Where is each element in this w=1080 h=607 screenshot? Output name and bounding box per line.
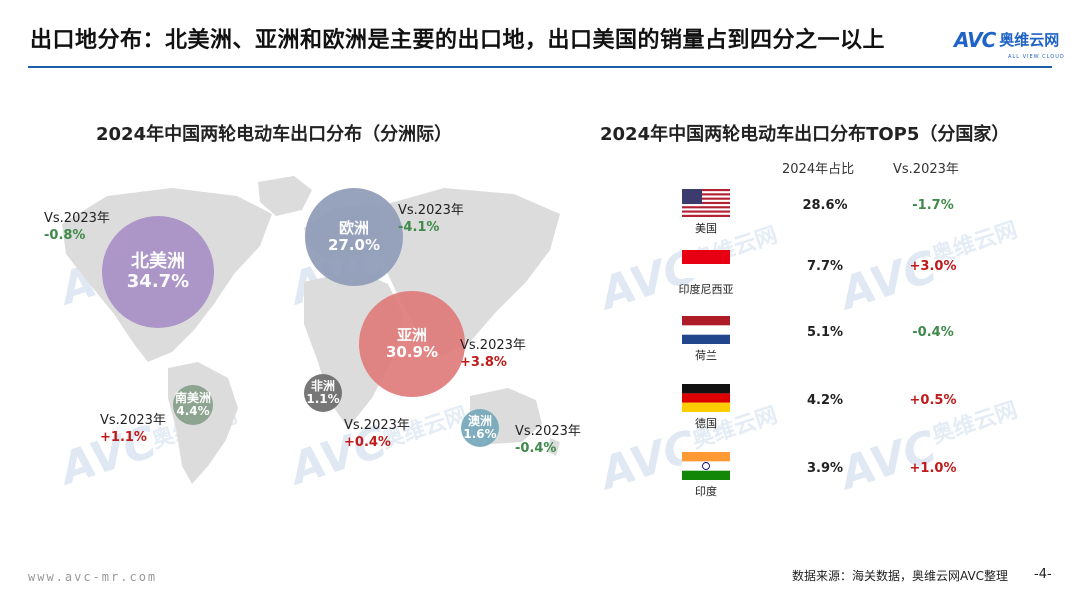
vs-annotation-asia: Vs.2023年 +3.8% bbox=[460, 337, 526, 371]
map-chart-title: 2024年中国两轮电动车出口分布（分洲际） bbox=[96, 124, 453, 145]
germany-flag-icon bbox=[682, 384, 730, 412]
vs-annotation-south-america: Vs.2023年 +1.1% bbox=[100, 412, 166, 446]
bubble-south-america: 南美洲 4.4% bbox=[173, 385, 213, 425]
country-name: 德国 bbox=[695, 417, 717, 430]
col-head-share: 2024年占比 bbox=[782, 162, 855, 177]
netherlands-flag-icon bbox=[682, 316, 730, 344]
bubble-north-america: 北美洲 34.7% bbox=[102, 216, 214, 328]
vs-delta: -0.8% bbox=[44, 228, 86, 243]
india-flag-icon bbox=[682, 452, 730, 480]
bubble-region-name: 非洲 bbox=[310, 378, 335, 393]
avc-logo: AVC 奥维云网 ALL VIEW CLOUD bbox=[954, 28, 1064, 60]
bubble-region-name: 北美洲 bbox=[130, 251, 185, 273]
vs-delta: -4.1% bbox=[398, 220, 440, 235]
vs-annotation-oceania: Vs.2023年 -0.4% bbox=[515, 423, 581, 457]
vs-label: Vs.2023年 bbox=[460, 338, 526, 353]
bubble-region-name: 亚洲 bbox=[396, 326, 427, 345]
country-share: 3.9% bbox=[806, 461, 844, 476]
logo-cn-text: 奥维云网 bbox=[999, 31, 1060, 49]
vs-annotation-europe: Vs.2023年 -4.1% bbox=[398, 202, 464, 236]
usa-flag-icon bbox=[682, 189, 730, 217]
vs-label: Vs.2023年 bbox=[44, 211, 110, 226]
vs-delta: +0.4% bbox=[344, 435, 391, 450]
indonesia-flag-icon bbox=[682, 250, 730, 278]
country-name: 印度 bbox=[695, 485, 717, 498]
country-delta: +1.0% bbox=[909, 461, 957, 476]
logo-text: AVC bbox=[954, 28, 996, 52]
bubble-europe: 欧洲 27.0% bbox=[304, 187, 404, 287]
country-name: 印度尼西亚 bbox=[678, 283, 734, 296]
footer-source: 数据来源：海关数据，奥维云网AVC整理 bbox=[792, 569, 1009, 583]
bubble-region-share: 27.0% bbox=[327, 235, 380, 254]
bubble-region-share: 1.6% bbox=[463, 427, 497, 441]
country-share: 5.1% bbox=[806, 325, 844, 340]
footer-url: www.avc-mr.com bbox=[28, 570, 158, 584]
table-chart-title: 2024年中国两轮电动车出口分布TOP5（分国家） bbox=[600, 124, 1010, 145]
vs-annotation-africa: Vs.2023年 +0.4% bbox=[344, 417, 410, 451]
country-delta: +0.5% bbox=[909, 393, 957, 408]
vs-label: Vs.2023年 bbox=[515, 424, 581, 439]
country-name: 美国 bbox=[695, 222, 717, 235]
bubble-region-name: 南美洲 bbox=[174, 390, 211, 405]
country-name: 荷兰 bbox=[695, 349, 717, 362]
bubble-region-share: 4.4% bbox=[176, 403, 210, 418]
vs-label: Vs.2023年 bbox=[344, 418, 410, 433]
vs-annotation-north-america: Vs.2023年 -0.8% bbox=[44, 210, 110, 244]
country-share: 28.6% bbox=[802, 198, 848, 213]
bubble-region-share: 34.7% bbox=[126, 270, 190, 292]
vs-delta: +3.8% bbox=[460, 355, 507, 370]
vs-delta: +1.1% bbox=[100, 430, 147, 445]
vs-label: Vs.2023年 bbox=[100, 413, 166, 428]
country-delta: -0.4% bbox=[912, 325, 954, 340]
country-share: 4.2% bbox=[806, 393, 844, 408]
country-delta: -1.7% bbox=[912, 198, 954, 213]
country-share: 7.7% bbox=[806, 259, 844, 274]
bubble-region-share: 30.9% bbox=[385, 342, 439, 361]
page-number: -4- bbox=[1034, 567, 1052, 582]
bubble-region-share: 1.1% bbox=[306, 392, 340, 406]
bubble-region-name: 欧洲 bbox=[338, 219, 369, 238]
page-title: 出口地分布：北美洲、亚洲和欧洲是主要的出口地，出口美国的销量占到四分之一以上 bbox=[30, 28, 886, 53]
vs-delta: -0.4% bbox=[515, 441, 557, 456]
vs-label: Vs.2023年 bbox=[398, 203, 464, 218]
bubble-oceania: 澳洲 1.6% bbox=[461, 409, 499, 447]
logo-sub-text: ALL VIEW CLOUD bbox=[1008, 54, 1065, 60]
bubble-africa: 非洲 1.1% bbox=[304, 374, 342, 412]
col-head-delta: Vs.2023年 bbox=[893, 162, 959, 177]
header-divider bbox=[28, 66, 1052, 68]
country-delta: +3.0% bbox=[909, 259, 957, 274]
bubble-asia: 亚洲 30.9% bbox=[359, 291, 465, 397]
bubble-region-name: 澳洲 bbox=[467, 413, 492, 428]
